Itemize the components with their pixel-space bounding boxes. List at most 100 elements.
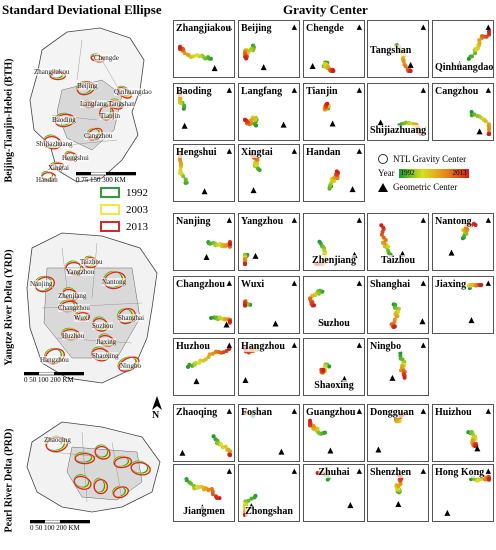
gravity-panel-title: Langfang xyxy=(241,86,283,97)
gravity-point xyxy=(193,361,198,365)
gravity-point xyxy=(479,283,484,287)
gravity-panel-nantong: ▲ Nantong xyxy=(432,213,494,271)
gravity-panel-suzhou: ▲ Suzhou xyxy=(303,276,365,334)
geometric-center-marker xyxy=(193,378,200,385)
gravity-panel-cangzhou: ▲ Cangzhou xyxy=(432,83,494,141)
map-label-qinhuangdao: Qinhuangdao xyxy=(114,88,152,96)
gravity-panel-nanjing: ▲ Nanjing xyxy=(173,213,235,271)
gravity-panel-langfang: ▲ Langfang xyxy=(238,83,300,141)
gravity-point xyxy=(178,168,183,173)
yrd-scale-bar: 0 50 100 200 KM xyxy=(24,372,84,384)
gravity-panel-title: Changzhou xyxy=(176,279,225,290)
gravity-point xyxy=(312,303,316,308)
gravity-track-svg xyxy=(243,43,267,71)
sde-ellipse xyxy=(113,456,133,469)
gravity-track-svg xyxy=(308,418,334,454)
gravity-track-svg xyxy=(466,430,481,452)
map-label-nantong: Nantong xyxy=(102,278,127,286)
map-label-yangzhou: Yangzhou xyxy=(66,268,95,276)
legend-2003: 2003 xyxy=(100,201,160,218)
gravity-point xyxy=(206,487,211,492)
gravity-panel-title: Chengde xyxy=(306,23,344,34)
gravity-track-svg xyxy=(209,315,232,328)
geometric-center-marker xyxy=(444,509,451,516)
north-arrow-icon: ▲ xyxy=(356,467,362,475)
sde-ellipse xyxy=(94,445,111,460)
gravity-panel-title: Hangzhou xyxy=(241,341,285,352)
gravity-track-svg xyxy=(243,299,279,327)
gravity-track-svg xyxy=(186,346,232,385)
map-label-baoding: Baoding xyxy=(52,116,76,124)
right-title: Gravity Center xyxy=(283,2,368,17)
geometric-center-marker xyxy=(280,121,287,128)
map-label-ningbo: Ningbo xyxy=(120,362,141,370)
gravity-panel-chengde: ▲ Chengde xyxy=(303,20,365,78)
north-arrow-icon: ▲ xyxy=(291,23,297,31)
region-label-bth: Beijing-Tianjin-Hebei (BTH) xyxy=(3,58,15,182)
gravity-panel-title: Shijiazhuang xyxy=(370,125,427,136)
gravity-point xyxy=(228,242,232,247)
gravity-panel-dongguan: ▲ Dongguan xyxy=(367,404,429,462)
gravity-point xyxy=(178,98,182,103)
gravity-point xyxy=(487,127,491,132)
geometric-center-marker xyxy=(407,61,414,68)
gravity-point xyxy=(208,241,213,246)
north-arrow-icon: ▲ xyxy=(356,23,362,31)
gravity-point xyxy=(403,64,408,69)
gravity-track-svg xyxy=(467,283,484,324)
gravity-point xyxy=(487,132,491,136)
north-arrow-icon: ▲ xyxy=(420,341,426,349)
gravity-track-svg xyxy=(389,351,407,381)
gravity-track-svg xyxy=(327,169,356,193)
gravity-point xyxy=(246,498,251,503)
gravity-point xyxy=(243,303,247,308)
north-arrow-icon: ▲ xyxy=(356,216,362,224)
gravity-panel-title: Qinhuangdao xyxy=(435,62,494,73)
north-arrow-icon: ▲ xyxy=(291,147,297,155)
gravity-point xyxy=(469,110,474,114)
gravity-panel-xingtai: ▲ Xingtai xyxy=(238,144,300,202)
gravity-point xyxy=(487,476,491,481)
gravity-point xyxy=(382,241,387,246)
north-arrow-icon: ▲ xyxy=(420,279,426,287)
gravity-panel-guangzhou: ▲ Guangzhou xyxy=(303,404,365,462)
gravity-legend: NTL Gravity Center Year 1992 2013 Geometr… xyxy=(378,152,496,194)
gravity-track-svg xyxy=(243,115,287,128)
gravity-point xyxy=(487,124,491,129)
map-label-nanjing: Nanjing xyxy=(30,280,53,288)
map-label-hangzhou: Hangzhou xyxy=(40,356,69,364)
bth-ellipse-map: Zhangjiakou Chengde Beijing Qinhuangdao … xyxy=(22,20,164,185)
gravity-point xyxy=(473,444,478,449)
gravity-panel-foshan: ▲ Foshan xyxy=(238,404,300,462)
geometric-center-marker xyxy=(419,318,426,325)
gravity-panel-title: Ningbo xyxy=(370,341,402,352)
gravity-panel-zhaoqing: ▲ Zhaoqing xyxy=(173,404,235,462)
geometric-center-marker xyxy=(201,188,208,195)
gravity-point xyxy=(189,481,193,486)
prd-ellipse-map: Zhaoqing xyxy=(22,412,164,522)
north-arrow-icon: ▲ xyxy=(356,407,362,415)
north-arrow-icon: ▲ xyxy=(226,279,232,287)
map-label-tianjin: Tianjin xyxy=(100,112,120,120)
geometric-center-marker xyxy=(250,187,257,194)
geometric-center-marker xyxy=(252,252,259,259)
gravity-panel-wuxi: ▲ Wuxi xyxy=(238,276,300,334)
gravity-point xyxy=(221,350,226,355)
gravity-point xyxy=(392,324,397,329)
north-arrow-icon: ▲ xyxy=(420,467,426,475)
gravity-panel-title: Dongguan xyxy=(370,407,414,418)
gravity-track-svg xyxy=(179,434,232,457)
geometric-center-marker xyxy=(476,128,483,135)
geometric-center-marker xyxy=(309,62,316,69)
gravity-point xyxy=(244,56,249,61)
gravity-track-svg xyxy=(203,240,232,260)
gravity-track-svg xyxy=(469,110,491,136)
gravity-panel-hengshui: ▲ Hengshui xyxy=(173,144,235,202)
gravity-point xyxy=(396,306,401,311)
gravity-point xyxy=(211,434,216,439)
gravity-point xyxy=(228,319,232,324)
north-arrow-icon: ▲ xyxy=(291,341,297,349)
gravity-panel-hangzhou: ▲ Hangzhou xyxy=(238,338,300,396)
map-label-handan: Handan xyxy=(36,176,58,184)
gravity-point xyxy=(394,314,399,319)
